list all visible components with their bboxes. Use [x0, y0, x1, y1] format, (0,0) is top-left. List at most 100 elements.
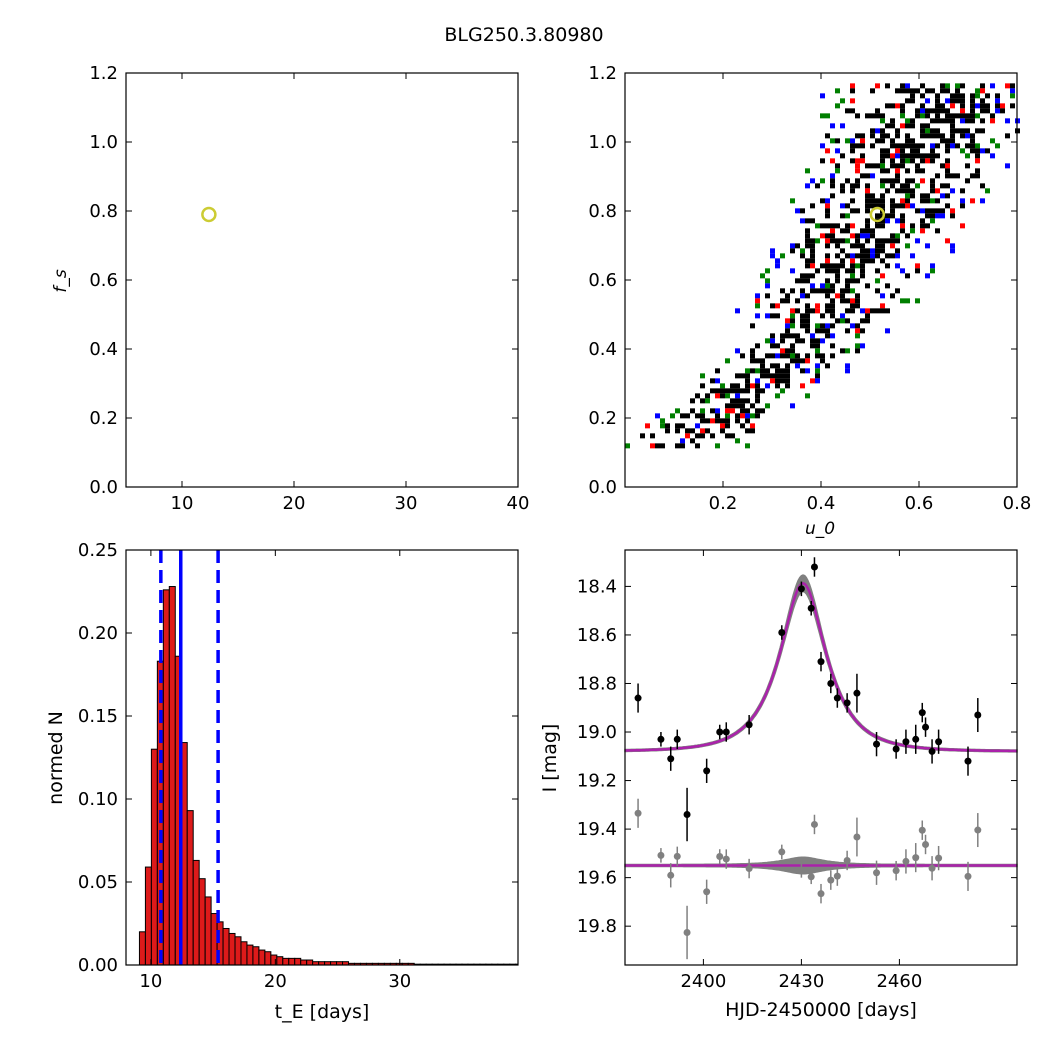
panel1-cell — [905, 133, 910, 139]
panel1-cell — [825, 263, 830, 269]
panel1-cell — [975, 158, 980, 164]
fs-vs-u0-panel: 0.2 0.4 0.6 0.8 0.0 0.2 0.4 0.6 0.8 1.0 1.2 — [588, 63, 1031, 514]
panel1-ytick-label: 1.0 — [588, 132, 617, 153]
panel1-cell — [775, 258, 780, 264]
histogram-bar — [252, 946, 260, 966]
panel1-cell — [795, 243, 800, 249]
panel1-cell — [840, 348, 845, 354]
panel1-cell — [980, 183, 985, 189]
panel1-cell — [705, 428, 710, 434]
panel1-cell — [845, 283, 850, 289]
panel1-cell — [1010, 103, 1015, 109]
panel1-cell — [845, 328, 850, 334]
panel1-cell — [850, 143, 855, 149]
panel1-cell — [775, 343, 780, 349]
panel1-cell — [725, 388, 730, 394]
panel1-cell — [840, 213, 845, 219]
panel1-cell — [965, 143, 970, 149]
panel1-cell — [775, 303, 780, 309]
panel1-cell — [805, 393, 810, 399]
panel1-cell — [980, 118, 985, 124]
panel1-cell — [940, 118, 945, 124]
panel1-cell — [915, 113, 920, 119]
panel1-cell — [855, 328, 860, 334]
panel1-cell — [945, 173, 950, 179]
panel1-ytick-label: 1.2 — [588, 63, 617, 84]
panel1-cell — [790, 198, 795, 204]
panel1-cell — [900, 228, 905, 234]
panel1-cell — [810, 288, 815, 294]
panel1-cell — [830, 173, 835, 179]
histogram-bar — [282, 957, 290, 966]
data-point — [667, 755, 675, 763]
panel1-cell — [805, 183, 810, 189]
panel1-cell — [805, 353, 810, 359]
panel1-cell — [825, 308, 830, 314]
data-point — [974, 711, 982, 719]
panel1-cell — [800, 293, 805, 299]
panel1-cell — [820, 223, 825, 229]
panel1-cell — [700, 418, 705, 424]
panel1-cell — [960, 108, 965, 114]
panel1-cell — [945, 148, 950, 154]
panel1-cell — [805, 168, 810, 174]
panel1-cell — [955, 88, 960, 94]
panel1-cell — [805, 258, 810, 264]
panel1-cell — [745, 408, 750, 414]
panel1-cell — [900, 123, 905, 129]
panel1-cell — [930, 268, 935, 274]
panel1-cell — [900, 88, 905, 94]
panel1-cell — [930, 118, 935, 124]
panel1-cell — [900, 158, 905, 164]
panel1-cell — [860, 328, 865, 334]
panel2-xlabel: t_E [days] — [275, 1001, 370, 1023]
panel1-cell — [835, 263, 840, 269]
panel1-cell — [675, 428, 680, 434]
panel1-cell — [760, 358, 765, 364]
panel1-cell — [865, 308, 870, 314]
panel1-cell — [935, 173, 940, 179]
panel1-cell — [940, 193, 945, 199]
panel1-cell — [860, 258, 865, 264]
panel1-cell — [970, 93, 975, 99]
panel1-cell — [680, 443, 685, 449]
panel1-cell — [755, 303, 760, 309]
panel1-cell — [840, 153, 845, 159]
panel1-cell — [895, 133, 900, 139]
panel1-cell — [865, 228, 870, 234]
panel1-cell — [885, 308, 890, 314]
panel1-cell — [905, 243, 910, 249]
panel1-cell — [910, 188, 915, 194]
panel1-cell — [865, 223, 870, 229]
panel1-cell — [715, 393, 720, 399]
panel1-cell — [660, 443, 665, 449]
panel1-cell — [945, 83, 950, 89]
panel1-cell — [825, 258, 830, 264]
panel1-cell — [875, 308, 880, 314]
panel1-cell — [700, 383, 705, 389]
panel1-cell — [835, 243, 840, 249]
residual-point — [922, 840, 930, 848]
panel1-cell — [895, 153, 900, 159]
panel1-cell — [805, 313, 810, 319]
panel0-ytick-label: 0.4 — [89, 339, 118, 360]
panel1-cell — [865, 283, 870, 289]
panel1-cell — [830, 233, 835, 239]
panel1-cell — [925, 108, 930, 114]
panel1-cell — [880, 138, 885, 144]
panel1-cell — [860, 153, 865, 159]
panel1-cell — [870, 228, 875, 234]
panel1-cell — [895, 178, 900, 184]
te-histogram-panel: 10 20 30 0.00 0.05 0.10 0.15 0.20 0.25 — [78, 540, 519, 992]
panel1-cell — [845, 288, 850, 294]
histogram-bar — [288, 957, 296, 966]
panel1-cell — [960, 188, 965, 194]
panel1-cell — [895, 253, 900, 259]
panel1-cell — [875, 288, 880, 294]
data-point — [918, 709, 926, 717]
panel1-cell — [950, 248, 955, 254]
panel1-cell — [695, 393, 700, 399]
panel1-cell — [740, 373, 745, 379]
panel1-cell — [950, 98, 955, 104]
data-point — [964, 757, 972, 765]
